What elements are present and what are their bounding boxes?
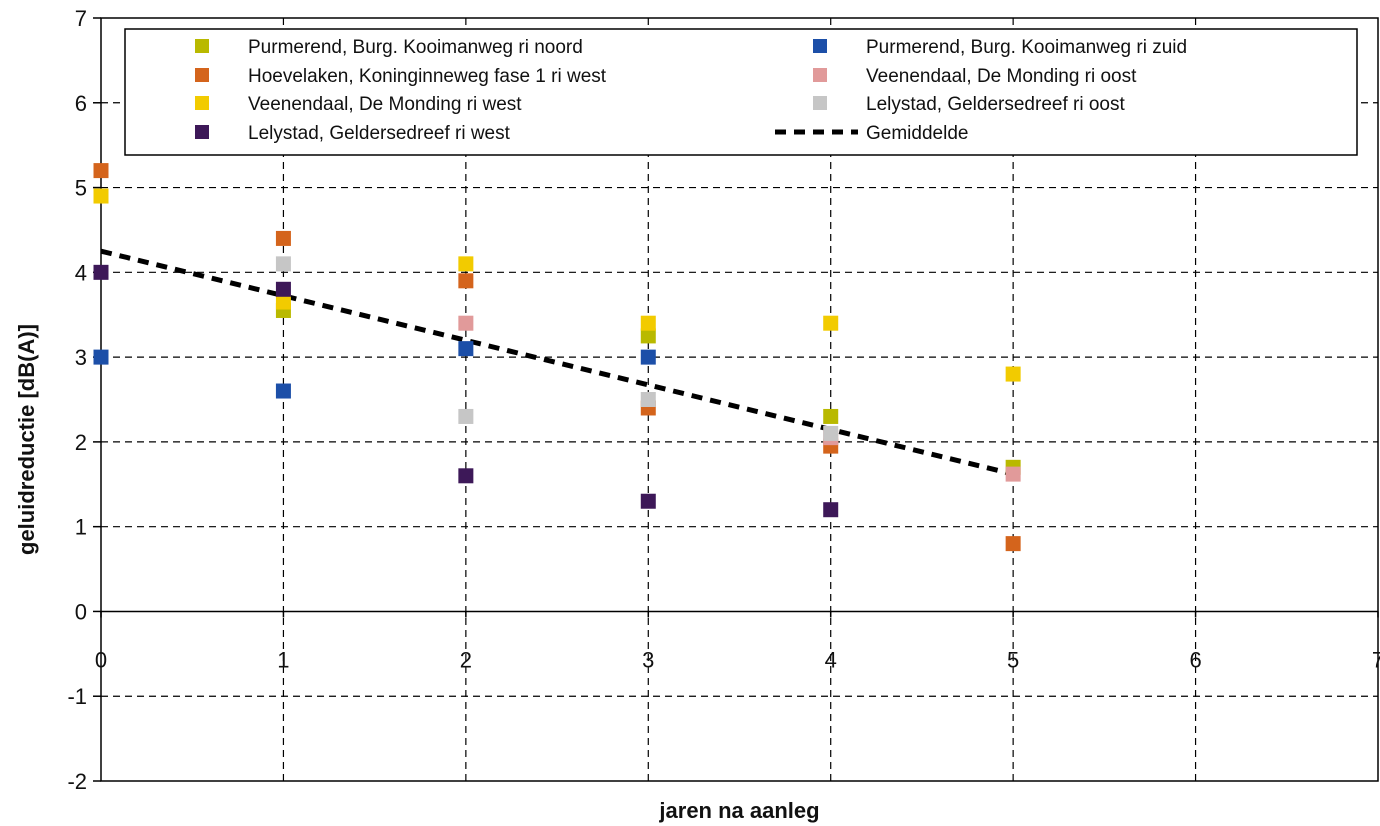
y-tick-label: 4 bbox=[75, 260, 87, 285]
y-tick-label: 3 bbox=[75, 345, 87, 370]
legend-label: Gemiddelde bbox=[866, 123, 968, 144]
x-tick-labels: 0 1 2 3 4 5 6 7 bbox=[95, 647, 1380, 672]
legend-marker bbox=[813, 39, 827, 53]
data-point bbox=[93, 264, 109, 280]
legend-label: Veenendaal, De Monding ri oost bbox=[866, 66, 1137, 87]
data-point bbox=[823, 502, 839, 518]
legend-label: Purmerend, Burg. Kooimanweg ri zuid bbox=[866, 37, 1187, 58]
data-points bbox=[93, 163, 1021, 552]
data-point bbox=[640, 493, 656, 509]
data-point bbox=[458, 408, 474, 424]
data-point bbox=[458, 315, 474, 331]
data-point bbox=[275, 294, 291, 310]
x-tick-label: 0 bbox=[95, 647, 107, 672]
data-point bbox=[640, 328, 656, 344]
plot-frame bbox=[100, 17, 1379, 782]
data-point bbox=[458, 341, 474, 357]
x-tick-label: 1 bbox=[277, 647, 289, 672]
legend-marker bbox=[813, 96, 827, 110]
x-tick-label: 3 bbox=[642, 647, 654, 672]
y-tick-label: -2 bbox=[67, 769, 87, 794]
y-tick-label: 2 bbox=[75, 430, 87, 455]
legend-label: Lelystad, Geldersedreef ri west bbox=[248, 123, 511, 144]
y-tick-label: 5 bbox=[75, 176, 87, 201]
y-tick-labels: -2 -1 0 1 2 3 4 5 6 7 bbox=[67, 6, 87, 794]
data-point bbox=[640, 349, 656, 365]
data-point bbox=[823, 425, 839, 441]
legend-marker bbox=[195, 68, 209, 82]
data-point bbox=[640, 392, 656, 407]
data-point bbox=[458, 273, 474, 289]
x-tick-label: 2 bbox=[460, 647, 472, 672]
x-tick-label: 5 bbox=[1007, 647, 1019, 672]
average-line bbox=[100, 248, 1014, 477]
legend-marker bbox=[813, 68, 827, 82]
data-point bbox=[1005, 536, 1021, 552]
y-tick-label: 6 bbox=[75, 91, 87, 116]
legend-marker bbox=[195, 125, 209, 139]
y-tick-label: -1 bbox=[67, 684, 87, 709]
legend-label: Purmerend, Burg. Kooimanweg ri noord bbox=[248, 37, 583, 58]
data-point bbox=[1005, 366, 1021, 382]
y-axis-title: geluidreductie [dB(A)] bbox=[14, 324, 39, 555]
data-point bbox=[823, 408, 839, 424]
legend: Purmerend, Burg. Kooimanweg ri noord Purm… bbox=[124, 28, 1358, 156]
data-point bbox=[275, 281, 291, 297]
axes bbox=[93, 17, 1379, 782]
data-point bbox=[93, 188, 109, 204]
legend-marker bbox=[195, 96, 209, 110]
data-point bbox=[93, 349, 109, 365]
x-axis-title: jaren na aanleg bbox=[658, 798, 819, 823]
data-point bbox=[640, 315, 656, 331]
data-point bbox=[275, 383, 291, 399]
x-tick-label: 6 bbox=[1189, 647, 1201, 672]
data-point bbox=[275, 230, 291, 246]
y-tick-label: 0 bbox=[75, 599, 87, 624]
data-point bbox=[1005, 466, 1021, 482]
legend-box bbox=[124, 28, 1358, 156]
x-tick-label: 7 bbox=[1372, 647, 1380, 672]
average-trend-line bbox=[100, 248, 1014, 477]
legend-marker bbox=[195, 39, 209, 53]
data-point bbox=[458, 468, 474, 484]
data-point bbox=[93, 163, 109, 179]
legend-label: Lelystad, Geldersedreef ri oost bbox=[866, 94, 1125, 115]
data-point bbox=[275, 256, 291, 272]
data-point bbox=[823, 315, 839, 331]
x-tick-label: 4 bbox=[825, 647, 837, 672]
y-tick-label: 7 bbox=[75, 6, 87, 31]
legend-label: Hoevelaken, Koninginneweg fase 1 ri west bbox=[248, 66, 607, 87]
y-tick-label: 1 bbox=[75, 515, 87, 540]
data-point bbox=[458, 256, 474, 272]
legend-label: Veenendaal, De Monding ri west bbox=[248, 94, 522, 115]
